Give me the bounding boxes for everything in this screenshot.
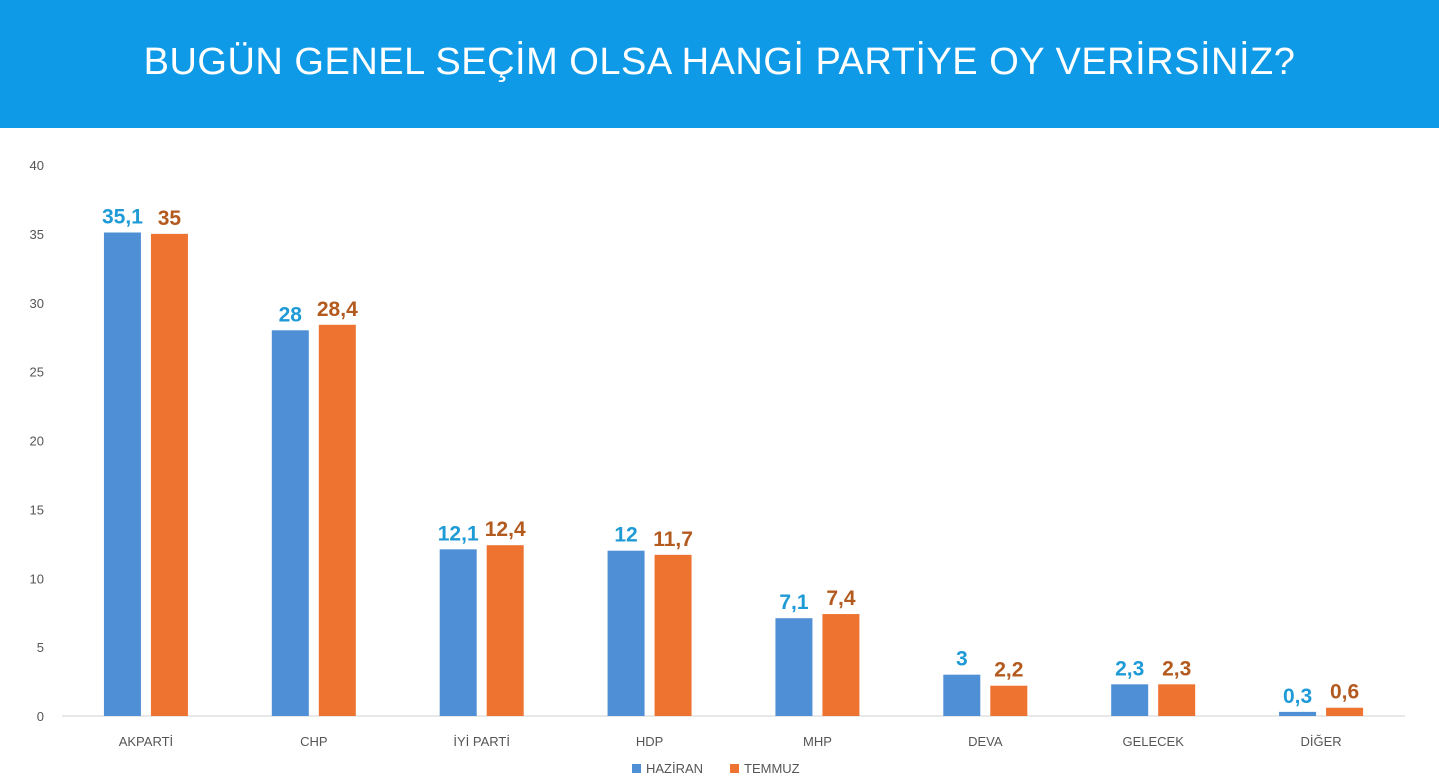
y-tick-label: 10 [30,571,44,586]
legend-label-hazi̇ran: HAZİRAN [646,761,703,776]
x-category-label: İYİ PARTİ [453,734,510,749]
y-tick-label: 20 [30,434,44,449]
data-label-temmuz: 2,2 [994,659,1023,682]
x-category-label: CHP [300,734,327,749]
data-label-temmuz: 7,4 [826,587,856,610]
x-category-label: GELECEK [1122,734,1184,749]
x-category-label: MHP [803,734,832,749]
y-tick-label: 25 [30,365,44,380]
data-label-temmuz: 35 [158,207,182,230]
legend-swatch-hazi̇ran [632,764,641,773]
data-label-hazi̇ran: 28 [279,303,303,326]
bar-temmuz [1326,707,1364,716]
legend-swatch-temmuz [730,764,739,773]
bar-temmuz [318,324,356,716]
data-label-temmuz: 0,6 [1330,681,1359,704]
x-category-label: HDP [636,734,663,749]
bar-hazi̇ran [607,550,645,716]
bar-temmuz [1158,684,1196,716]
data-label-hazi̇ran: 7,1 [779,591,809,614]
data-label-temmuz: 12,4 [485,518,526,541]
bar-temmuz [486,545,524,716]
chart-title: BUGÜN GENEL SEÇİM OLSA HANGİ PARTİYE OY … [143,40,1296,83]
bar-temmuz [990,685,1028,716]
data-label-hazi̇ran: 0,3 [1283,685,1312,708]
bar-hazi̇ran [943,674,981,716]
data-label-hazi̇ran: 12 [614,524,637,547]
bar-hazi̇ran [1111,684,1149,716]
bar-hazi̇ran [775,618,813,716]
data-label-temmuz: 28,4 [317,298,358,321]
x-category-label: DEVA [968,734,1003,749]
y-tick-label: 0 [37,709,44,724]
data-label-hazi̇ran: 12,1 [438,522,479,545]
y-tick-label: 15 [30,502,44,517]
bar-chart: 0 5 10 15 20 25 30 35 40 35,1 35 AKPARTİ 28 28,4 CHP 12… [30,158,1405,776]
y-tick-label: 35 [30,227,44,242]
bar-temmuz [150,233,188,716]
data-label-temmuz: 11,7 [653,528,693,551]
data-label-temmuz: 2,3 [1162,657,1191,680]
chart-header: BUGÜN GENEL SEÇİM OLSA HANGİ PARTİYE OY … [0,0,1439,128]
data-label-hazi̇ran: 2,3 [1115,657,1144,680]
y-tick-label: 5 [37,640,44,655]
y-tick-label: 30 [30,296,44,311]
bar-hazi̇ran [271,330,309,716]
y-tick-label: 40 [30,158,44,173]
chart-area: 0 5 10 15 20 25 30 35 40 35,1 35 AKPARTİ 28 28,4 CHP 12… [0,128,1439,778]
legend-label-temmuz: TEMMUZ [744,761,800,776]
x-category-label: AKPARTİ [119,734,173,749]
bar-temmuz [654,554,692,716]
bar-hazi̇ran [439,549,477,716]
data-label-hazi̇ran: 35,1 [102,205,143,228]
bar-hazi̇ran [103,232,141,716]
bar-temmuz [822,614,860,716]
bar-hazi̇ran [1279,711,1317,716]
x-category-label: DİĞER [1300,734,1341,749]
data-label-hazi̇ran: 3 [956,648,968,671]
